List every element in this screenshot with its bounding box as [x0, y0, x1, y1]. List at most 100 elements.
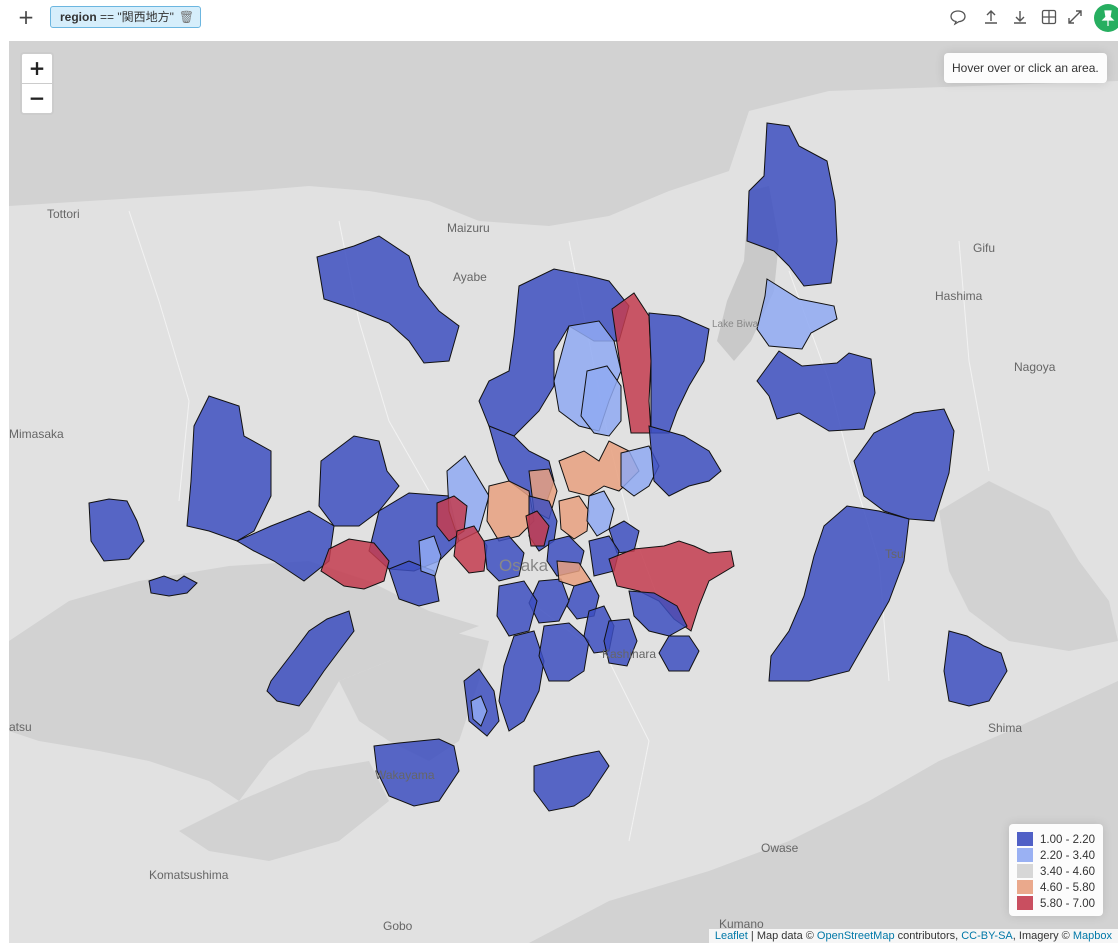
place-label: Maizuru	[447, 221, 490, 235]
filter-value: "関西地方"	[117, 10, 174, 24]
municipality-area[interactable]	[498, 630, 545, 732]
municipality-area[interactable]	[266, 610, 355, 707]
expand-icon[interactable]	[1066, 8, 1084, 26]
municipality-area[interactable]	[556, 560, 592, 587]
attribution: Leaflet | Map data © OpenStreetMap contr…	[708, 929, 1118, 943]
license-link[interactable]: CC-BY-SA	[961, 930, 1013, 942]
place-label: atsu	[9, 720, 32, 734]
region-layer[interactable]	[9, 41, 1118, 943]
zoom-out-button[interactable]: −	[22, 83, 52, 113]
attribution-text: , Imagery ©	[1012, 930, 1073, 942]
toolbar: + region == "関西地方" 🗑	[0, 0, 1118, 36]
municipality-area[interactable]	[648, 425, 722, 497]
place-label: Gobo	[383, 919, 413, 933]
municipality-area[interactable]	[483, 535, 525, 582]
legend-row: 1.00 - 2.20	[1017, 832, 1095, 848]
municipality-area[interactable]	[186, 395, 272, 542]
municipality-area[interactable]	[148, 575, 198, 597]
zoom-in-button[interactable]: +	[28, 56, 46, 80]
basemap	[9, 41, 1118, 943]
municipality-area[interactable]	[496, 580, 538, 637]
municipality-area[interactable]	[756, 278, 838, 350]
municipality-area[interactable]	[470, 695, 488, 727]
kii-channel	[179, 761, 389, 861]
legend-swatch	[1017, 848, 1033, 862]
municipality-area[interactable]	[418, 535, 442, 577]
municipality-area[interactable]	[88, 498, 145, 562]
place-label: Tsu	[885, 547, 904, 561]
mapbox-link[interactable]: Mapbox	[1072, 930, 1112, 942]
municipality-area[interactable]	[478, 268, 630, 437]
municipality-area[interactable]	[538, 622, 590, 682]
legend-label: 4.60 - 5.80	[1040, 882, 1095, 894]
municipality-area[interactable]	[756, 350, 876, 432]
upload-icon[interactable]	[982, 8, 1000, 26]
info-panel: Hover over or click an area.	[944, 53, 1107, 83]
choropleth-map[interactable]: Tottori Maizuru Ayabe Gifu Hashima Lake …	[9, 41, 1118, 943]
place-label: Nagoya	[1014, 360, 1056, 374]
place-label: Kashihara	[602, 647, 657, 661]
legend-label: 3.40 - 4.60	[1040, 866, 1095, 878]
municipality-area[interactable]	[648, 312, 710, 434]
municipality-area[interactable]	[580, 365, 622, 437]
place-label: Mimasaka	[9, 427, 64, 441]
municipality-area[interactable]	[853, 408, 955, 522]
grid-icon[interactable]	[1040, 8, 1058, 26]
municipality-area[interactable]	[373, 738, 460, 807]
municipality-area[interactable]	[320, 538, 390, 590]
pin-button[interactable]	[1094, 4, 1118, 32]
municipality-area[interactable]	[628, 590, 688, 637]
legend-swatch	[1017, 864, 1033, 878]
municipality-area[interactable]	[768, 505, 910, 682]
legend-label: 5.80 - 7.00	[1040, 898, 1095, 910]
municipality-area[interactable]	[658, 635, 700, 672]
place-label: Kumano	[719, 917, 764, 931]
zoom-control: + −	[20, 52, 54, 115]
municipality-area[interactable]	[611, 292, 652, 434]
place-label: Lake Biwa	[712, 319, 759, 330]
pin-icon	[1101, 10, 1115, 26]
osaka-bay	[339, 631, 489, 761]
legend-row: 2.20 - 3.40	[1017, 848, 1095, 864]
legend-row: 3.40 - 4.60	[1017, 864, 1095, 880]
place-label: Osaka	[499, 556, 549, 575]
attribution-text: contributors,	[894, 930, 962, 942]
municipality-area[interactable]	[746, 122, 838, 287]
comment-icon[interactable]	[949, 8, 967, 26]
place-label: Owase	[761, 841, 799, 855]
legend-swatch	[1017, 880, 1033, 894]
municipality-area[interactable]	[486, 480, 535, 542]
trash-icon[interactable]: 🗑	[178, 10, 195, 24]
filter-chip[interactable]: region == "関西地方" 🗑	[50, 6, 202, 28]
place-label: Wakayama	[375, 768, 435, 782]
legend-row: 4.60 - 5.80	[1017, 880, 1095, 896]
municipality-area[interactable]	[533, 750, 610, 812]
municipality-area[interactable]	[318, 435, 400, 527]
download-icon[interactable]	[1011, 8, 1029, 26]
municipality-area[interactable]	[943, 630, 1008, 707]
ise-bay	[939, 481, 1118, 651]
leaflet-link[interactable]: Leaflet	[714, 930, 748, 942]
japan-sea	[9, 41, 1118, 226]
municipality-area[interactable]	[620, 445, 660, 497]
filter-operator: ==	[96, 10, 118, 24]
seto-inland-sea	[9, 561, 479, 801]
legend-row: 5.80 - 7.00	[1017, 896, 1095, 912]
place-label: Komatsushima	[149, 868, 229, 882]
osm-link[interactable]: OpenStreetMap	[816, 930, 895, 942]
legend-label: 2.20 - 3.40	[1040, 850, 1095, 862]
attribution-text: | Map data ©	[747, 930, 817, 942]
municipality-area[interactable]	[525, 510, 550, 547]
add-filter-button[interactable]: +	[17, 5, 35, 29]
municipality-area[interactable]	[453, 525, 488, 574]
legend: 1.00 - 2.20 2.20 - 3.40 3.40 - 4.60 4.60…	[1009, 824, 1103, 916]
municipality-area[interactable]	[603, 618, 638, 667]
filter-key: region	[60, 10, 97, 24]
pacific-ocean	[529, 681, 1118, 943]
municipality-area[interactable]	[316, 235, 460, 364]
place-label: Hashima	[935, 289, 983, 303]
municipality-area[interactable]	[558, 495, 590, 540]
place-label: Ayabe	[453, 270, 487, 284]
place-label: Shima	[988, 721, 1023, 735]
legend-swatch	[1017, 896, 1033, 910]
